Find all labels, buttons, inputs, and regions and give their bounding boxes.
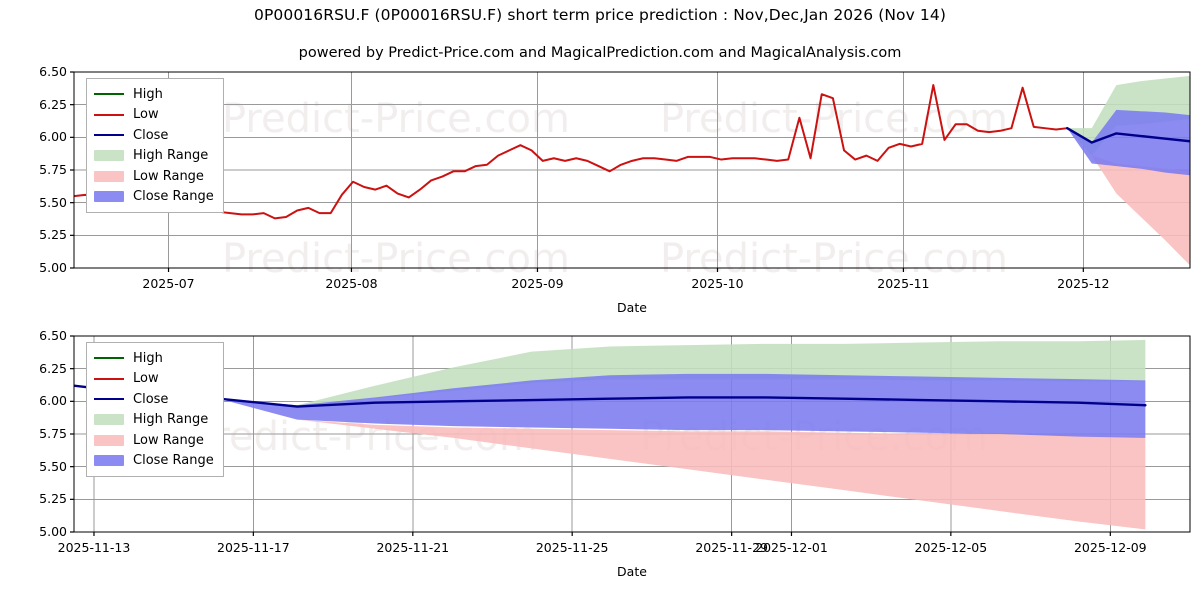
top-panel-y-tick: 6.50 <box>39 64 67 79</box>
top-panel-y-tick: 6.25 <box>39 96 67 112</box>
bottom-panel-y-tick: 5.00 <box>39 524 67 539</box>
top-panel-x-tick: 2025-09 <box>511 276 564 291</box>
top-panel-legend: High Low Close High Range Low Range Close Ran… <box>86 78 224 213</box>
bottom-panel-x-tick: 2025-11-17 <box>217 540 290 555</box>
top-panel-x-tick: 2025-11 <box>877 276 930 291</box>
legend-line-swatch-icon <box>94 88 124 101</box>
chart-subtitle: powered by Predict-Price.com and Magical… <box>298 45 902 61</box>
legend-patch-swatch-icon <box>94 434 124 447</box>
legend-line-swatch-icon <box>94 129 124 142</box>
legend-label: Close Range <box>133 453 214 469</box>
page-title: 0P00016RSU.F (0P00016RSU.F) short term p… <box>253 6 946 24</box>
legend-patch-swatch-icon <box>94 170 124 183</box>
bottom-panel-y-tick: 5.25 <box>39 491 67 507</box>
legend-patch-swatch-icon <box>94 413 124 426</box>
bottom-panel-x-tick: 2025-11-21 <box>376 540 450 555</box>
svg-text:Predict-Price.com: Predict-Price.com <box>660 236 1008 282</box>
legend-label: Low Range <box>133 432 204 448</box>
bottom-panel-y-tick: 5.75 <box>39 426 67 441</box>
legend-label: Low <box>133 107 159 123</box>
bottom-panel-x-tick: 2025-11-29 <box>695 540 768 555</box>
legend-item-high[interactable]: High <box>94 84 214 105</box>
legend-item-close-range[interactable]: Close Range <box>94 451 214 472</box>
legend-item-low-range[interactable]: Low Range <box>94 430 214 451</box>
legend-label: High <box>133 86 163 102</box>
legend-label: High Range <box>133 148 209 164</box>
top-panel-y-tick: 6.00 <box>39 129 67 145</box>
legend-item-low[interactable]: Low <box>94 369 214 390</box>
bottom-panel-x-axis-label: Date <box>617 564 647 579</box>
legend-label: Close <box>133 391 169 407</box>
top-panel-x-tick: 2025-10 <box>691 276 744 291</box>
bottom-panel-y-tick: 6.00 <box>39 393 67 409</box>
legend-item-close-range[interactable]: Close Range <box>94 187 214 208</box>
legend-item-high-range[interactable]: High Range <box>94 146 214 167</box>
legend-item-low[interactable]: Low <box>94 105 214 126</box>
bottom-panel-x-tick: 2025-11-25 <box>535 540 609 555</box>
bottom-panel-x-tick: 2025-12-01 <box>755 540 828 555</box>
legend-label: Low <box>133 371 159 387</box>
bottom-panel-y-tick: 6.25 <box>39 360 67 376</box>
bottom-panel-x-tick: 2025-12-05 <box>914 540 988 555</box>
legend-label: Close Range <box>133 189 214 205</box>
legend-patch-swatch-icon <box>94 149 124 162</box>
legend-line-swatch-icon <box>94 372 124 385</box>
legend-line-swatch-icon <box>94 108 124 121</box>
bottom-panel-x-tick: 2025-11-13 <box>57 540 131 555</box>
legend-label: High <box>133 350 163 366</box>
legend-patch-swatch-icon <box>94 454 124 467</box>
legend-item-high-range[interactable]: High Range <box>94 410 214 431</box>
bottom-panel-legend: High Low Close High Range Low Range Close Ran… <box>86 342 224 477</box>
bottom-panel-y-tick: 5.50 <box>39 458 67 474</box>
svg-text:Predict-Price.com: Predict-Price.com <box>222 236 570 282</box>
bottom-panel-y-tick: 6.50 <box>39 328 67 343</box>
top-panel-y-tick: 5.75 <box>39 162 67 177</box>
legend-label: High Range <box>133 412 209 428</box>
top-panel-x-tick: 2025-08 <box>325 276 378 291</box>
legend-line-swatch-icon <box>94 393 124 406</box>
legend-item-close[interactable]: Close <box>94 125 214 146</box>
legend-line-swatch-icon <box>94 352 124 365</box>
top-panel-y-tick: 5.50 <box>39 194 67 210</box>
legend-item-close[interactable]: Close <box>94 389 214 410</box>
top-panel-y-tick: 5.00 <box>39 260 67 275</box>
legend-item-high[interactable]: High <box>94 348 214 369</box>
top-panel-y-tick: 5.25 <box>39 227 67 243</box>
top-panel-x-axis-label: Date <box>617 300 647 315</box>
legend-item-low-range[interactable]: Low Range <box>94 166 214 187</box>
top-panel-x-tick: 2025-12 <box>1057 276 1110 291</box>
legend-label: Low Range <box>133 168 204 184</box>
bottom-panel-x-tick: 2025-12-09 <box>1073 540 1147 555</box>
top-panel-x-tick: 2025-07 <box>142 276 195 291</box>
legend-label: Close <box>133 127 169 143</box>
svg-text:Predict-Price.com: Predict-Price.com <box>222 96 570 142</box>
legend-patch-swatch-icon <box>94 190 124 203</box>
